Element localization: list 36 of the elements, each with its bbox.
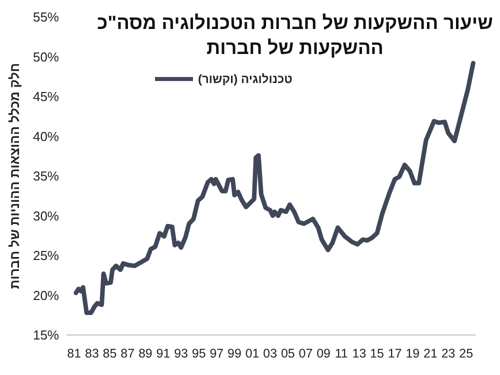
line-series — [74, 60, 476, 315]
y-tick-label: 55% — [32, 10, 60, 24]
x-tick-label: 15 — [370, 346, 384, 360]
x-tick-label: 19 — [406, 346, 420, 360]
legend-label: טכנולוגיה (וקשור) — [198, 72, 292, 86]
x-tick-label: 85 — [102, 346, 117, 360]
x-tick-label: 81 — [67, 346, 82, 360]
x-tick-label: 21 — [424, 346, 438, 360]
x-tick-label: 25 — [459, 346, 474, 360]
y-axis-title: חלק מכלל ההוצאות ההוניות של חברות — [7, 63, 22, 289]
y-tick-label: 20% — [32, 288, 60, 303]
y-tick-label: 40% — [32, 128, 60, 144]
x-tick-label: 93 — [174, 346, 188, 360]
x-tick-label: 99 — [228, 346, 242, 360]
x-tick-label: 95 — [192, 346, 206, 360]
x-tick-label: 97 — [210, 346, 224, 360]
x-tick-label: 23 — [441, 346, 456, 360]
x-tick-label: 07 — [298, 346, 313, 360]
y-tick-label: 30% — [32, 208, 60, 224]
x-tick-label: 83 — [84, 346, 99, 360]
x-tick-label: 87 — [120, 346, 135, 360]
y-tick-label: 45% — [32, 89, 60, 104]
x-tick-label: 09 — [316, 346, 331, 360]
x-tick-label: 11 — [334, 346, 348, 360]
x-tick-label: 91 — [156, 346, 170, 360]
y-tick-label: 15% — [32, 328, 60, 342]
x-tick-label: 03 — [263, 346, 278, 360]
y-tick-label: 35% — [32, 168, 60, 184]
x-tick-label: 13 — [352, 346, 366, 360]
x-tick-label: 89 — [138, 346, 152, 360]
y-tick-label: 50% — [32, 49, 60, 64]
y-tick-label: 25% — [32, 248, 60, 263]
x-tick-label: 17 — [388, 346, 402, 360]
x-tick-label: 01 — [245, 346, 260, 360]
x-tick-label: 05 — [280, 346, 295, 360]
chart-title: שיעור ההשקעות של חברות הטכנולוגיה מסה"כ ההשקעות של חברות — [97, 13, 493, 59]
